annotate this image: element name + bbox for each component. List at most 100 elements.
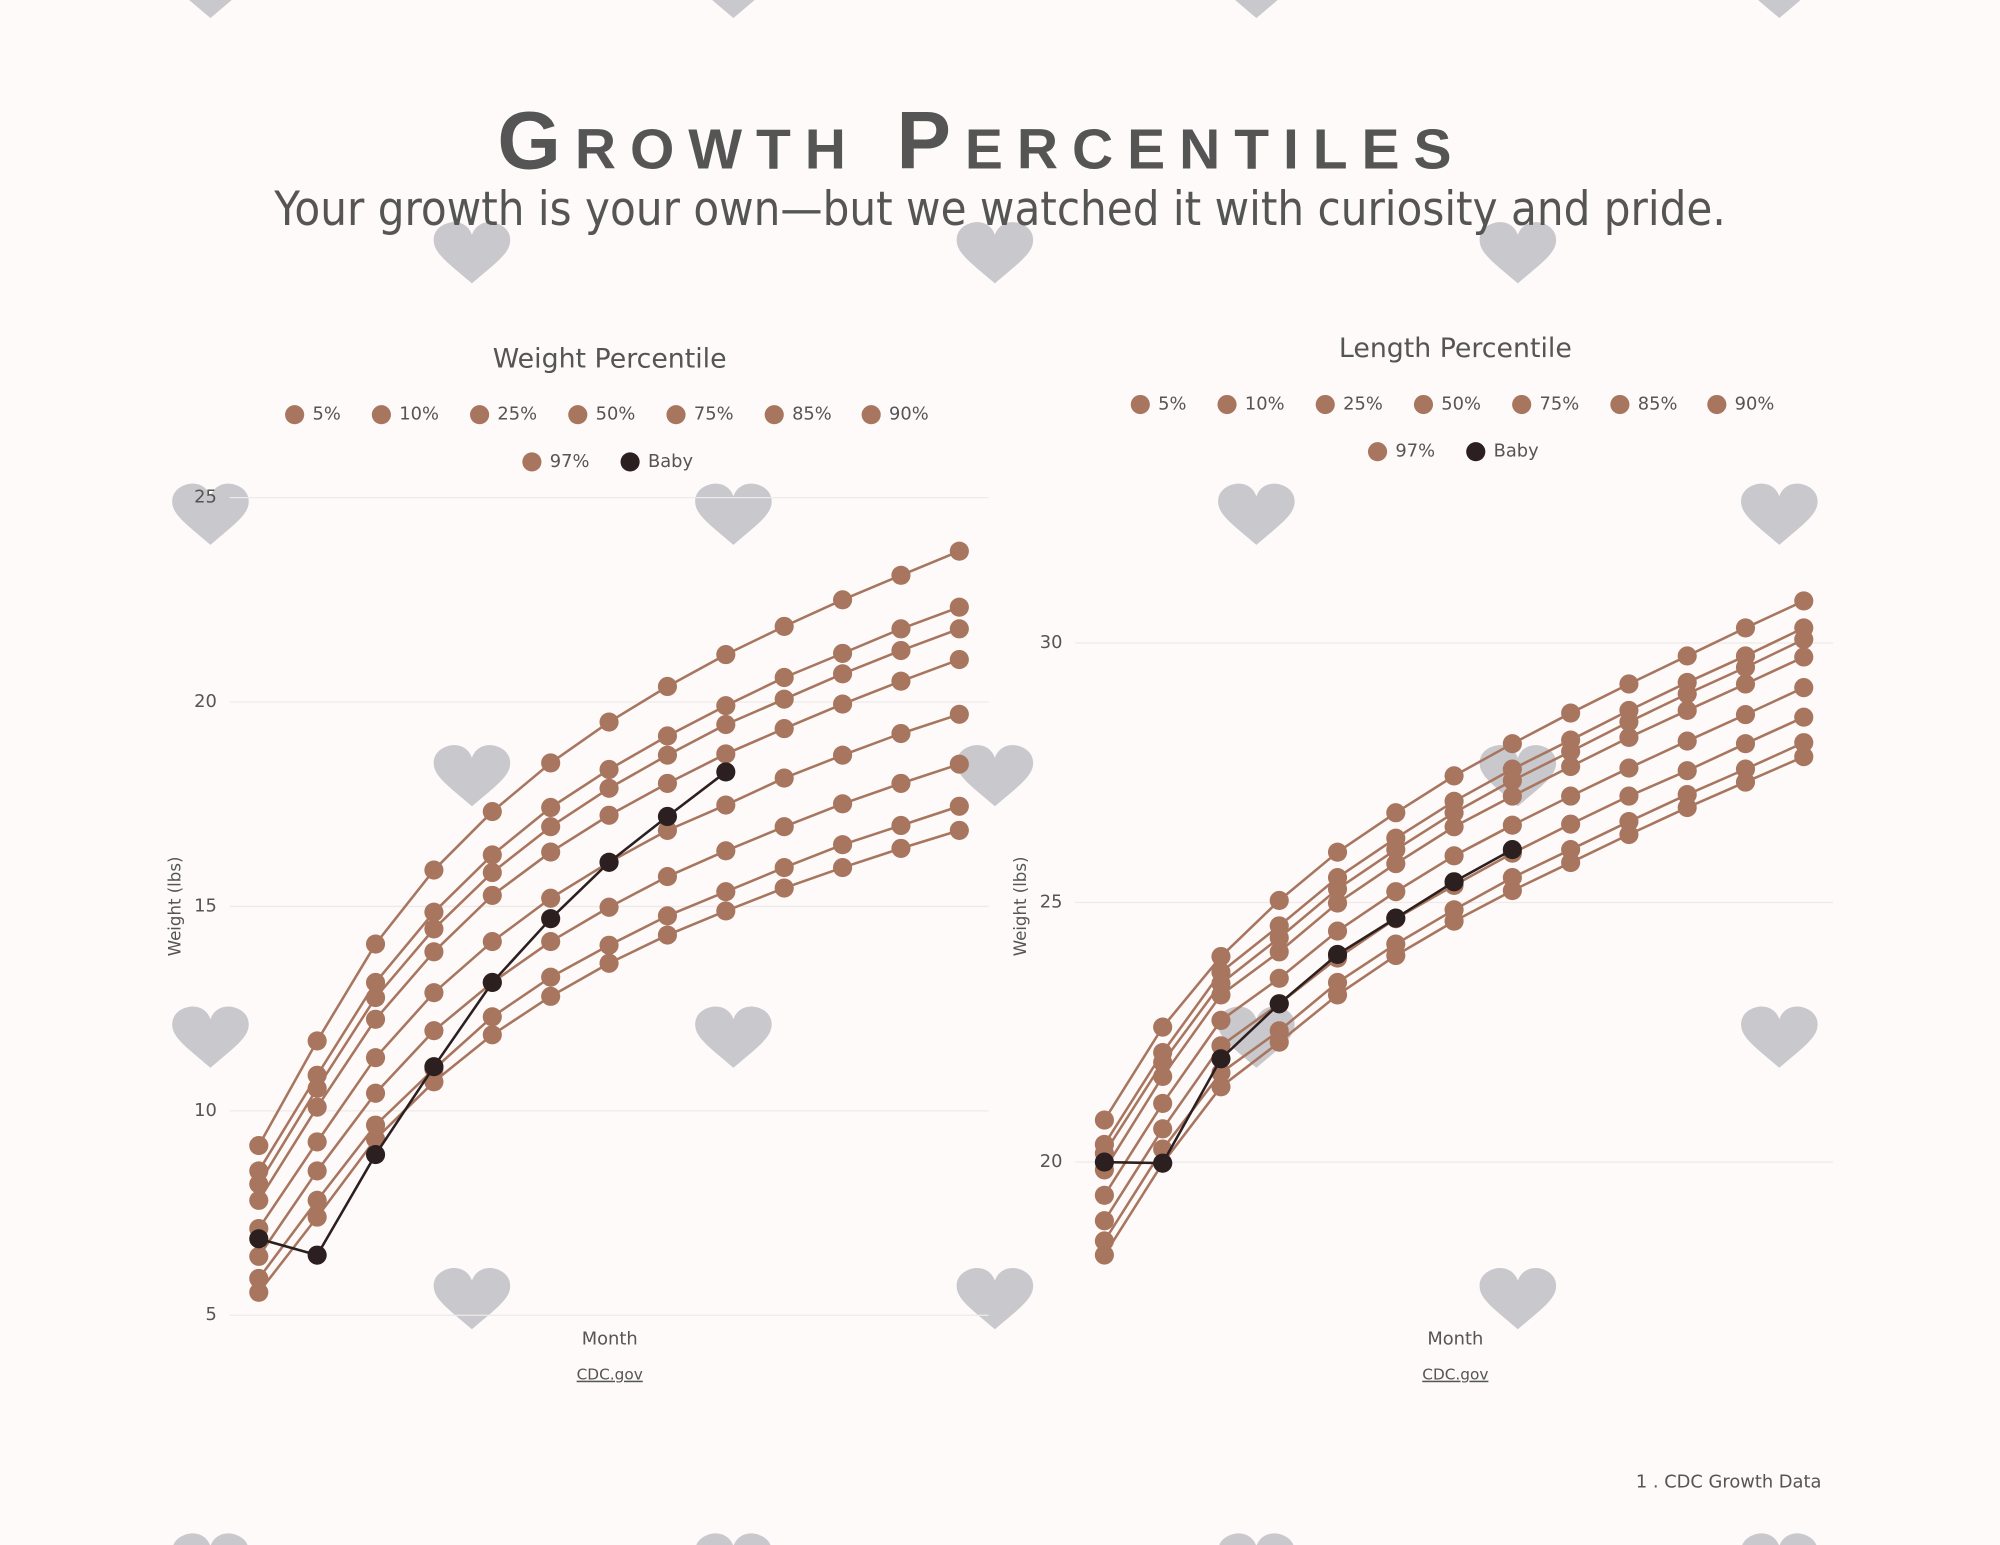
source-link: CDC.gov: [577, 1366, 643, 1384]
heart: [1218, 483, 1295, 545]
data-point: [424, 902, 444, 922]
data-point: [1794, 618, 1814, 638]
data-point: [949, 796, 969, 816]
legend-label: 85%: [1638, 394, 1678, 415]
data-point: [1794, 707, 1814, 727]
legend-label: 25%: [497, 404, 537, 425]
data-point: [424, 1057, 444, 1077]
heart: [433, 1268, 511, 1330]
data-point: [949, 704, 969, 724]
data-point: [949, 754, 969, 774]
heart: [695, 483, 772, 545]
legend-label: 5%: [313, 404, 341, 425]
data-point: [1502, 734, 1522, 754]
data-point: [1502, 815, 1522, 835]
data-point: [482, 802, 502, 822]
legend-label: 10%: [1245, 394, 1285, 415]
data-point: [1735, 759, 1756, 779]
data-point: [1561, 786, 1581, 806]
data-point: [1269, 916, 1289, 936]
data-point: [833, 590, 853, 610]
data-point: [1677, 731, 1697, 751]
data-point: [482, 885, 502, 905]
data-point: [307, 1190, 327, 1210]
data-point: [1153, 1119, 1173, 1139]
heart: [695, 1006, 772, 1068]
data-point: [716, 744, 736, 764]
data-point: [1327, 921, 1348, 941]
y-tick-label: 20: [1040, 1151, 1063, 1172]
data-point: [1735, 674, 1756, 694]
data-point: [1386, 908, 1406, 928]
heart-pattern: [172, 0, 1818, 1545]
data-point: [891, 815, 911, 836]
data-point: [774, 878, 794, 898]
data-point: [1094, 1211, 1114, 1231]
heart: [433, 745, 511, 807]
data-point: [716, 696, 736, 716]
data-point: [249, 1246, 269, 1266]
data-point: [1327, 893, 1348, 913]
y-tick-label: 15: [194, 895, 217, 916]
data-point: [599, 805, 619, 825]
legend-label: 50%: [1441, 394, 1481, 415]
chart: 5 10 15 20 25 Weight Percentile Month CDC.gov We…: [166, 343, 989, 1384]
data-point: [482, 1025, 502, 1045]
data-point: [891, 723, 911, 744]
data-point: [774, 689, 794, 709]
legend-swatch: [1413, 394, 1434, 415]
data-point: [365, 1145, 386, 1165]
data-point: [657, 867, 678, 887]
data-point: [307, 1207, 327, 1227]
data-point: [833, 745, 853, 765]
data-point: [1269, 968, 1289, 988]
data-point: [365, 934, 386, 954]
legend-label: 5%: [1158, 394, 1186, 415]
data-point: [1094, 1185, 1114, 1205]
data-point: [1094, 1110, 1114, 1130]
data-point: [365, 1009, 386, 1029]
legend-label: 85%: [792, 404, 832, 425]
data-point: [599, 759, 619, 780]
heart: [1219, 1533, 1294, 1545]
data-point: [716, 901, 736, 921]
legend-swatch: [1466, 442, 1486, 462]
heart: [1741, 483, 1818, 545]
data-point: [891, 619, 911, 639]
data-point: [833, 694, 853, 714]
heart: [956, 222, 1034, 284]
data-point: [599, 897, 619, 917]
data-point: [1794, 591, 1814, 611]
data-point: [1444, 817, 1464, 837]
data-point: [365, 1083, 386, 1103]
data-point: [1444, 846, 1464, 866]
y-tick-label: 10: [194, 1100, 217, 1121]
y-tick-label: 5: [205, 1304, 216, 1325]
data-point: [1327, 868, 1348, 888]
data-point: [1794, 647, 1814, 667]
data-point: [1211, 962, 1231, 982]
data-point: [307, 1245, 327, 1265]
data-point: [1561, 730, 1581, 750]
data-point: [1444, 766, 1464, 786]
data-point: [833, 858, 853, 878]
data-point: [833, 794, 853, 814]
data-point: [1794, 733, 1814, 753]
legend-label: 10%: [399, 404, 439, 425]
data-point: [1386, 882, 1406, 902]
data-point: [1561, 703, 1581, 723]
data-point: [949, 597, 969, 617]
data-point: [716, 841, 736, 861]
page-subtitle: Your growth is your own—but we watched i…: [273, 182, 1725, 237]
data-point: [774, 719, 794, 739]
heart: [696, 1533, 771, 1545]
legend-swatch: [285, 405, 305, 425]
data-point: [1094, 1134, 1114, 1155]
heart: [173, 1533, 248, 1545]
data-point: [1677, 672, 1697, 692]
data-point: [307, 1031, 327, 1051]
data-point: [1502, 786, 1522, 806]
data-point: [599, 953, 619, 973]
legend-swatch: [861, 405, 881, 425]
data-point: [891, 640, 911, 661]
